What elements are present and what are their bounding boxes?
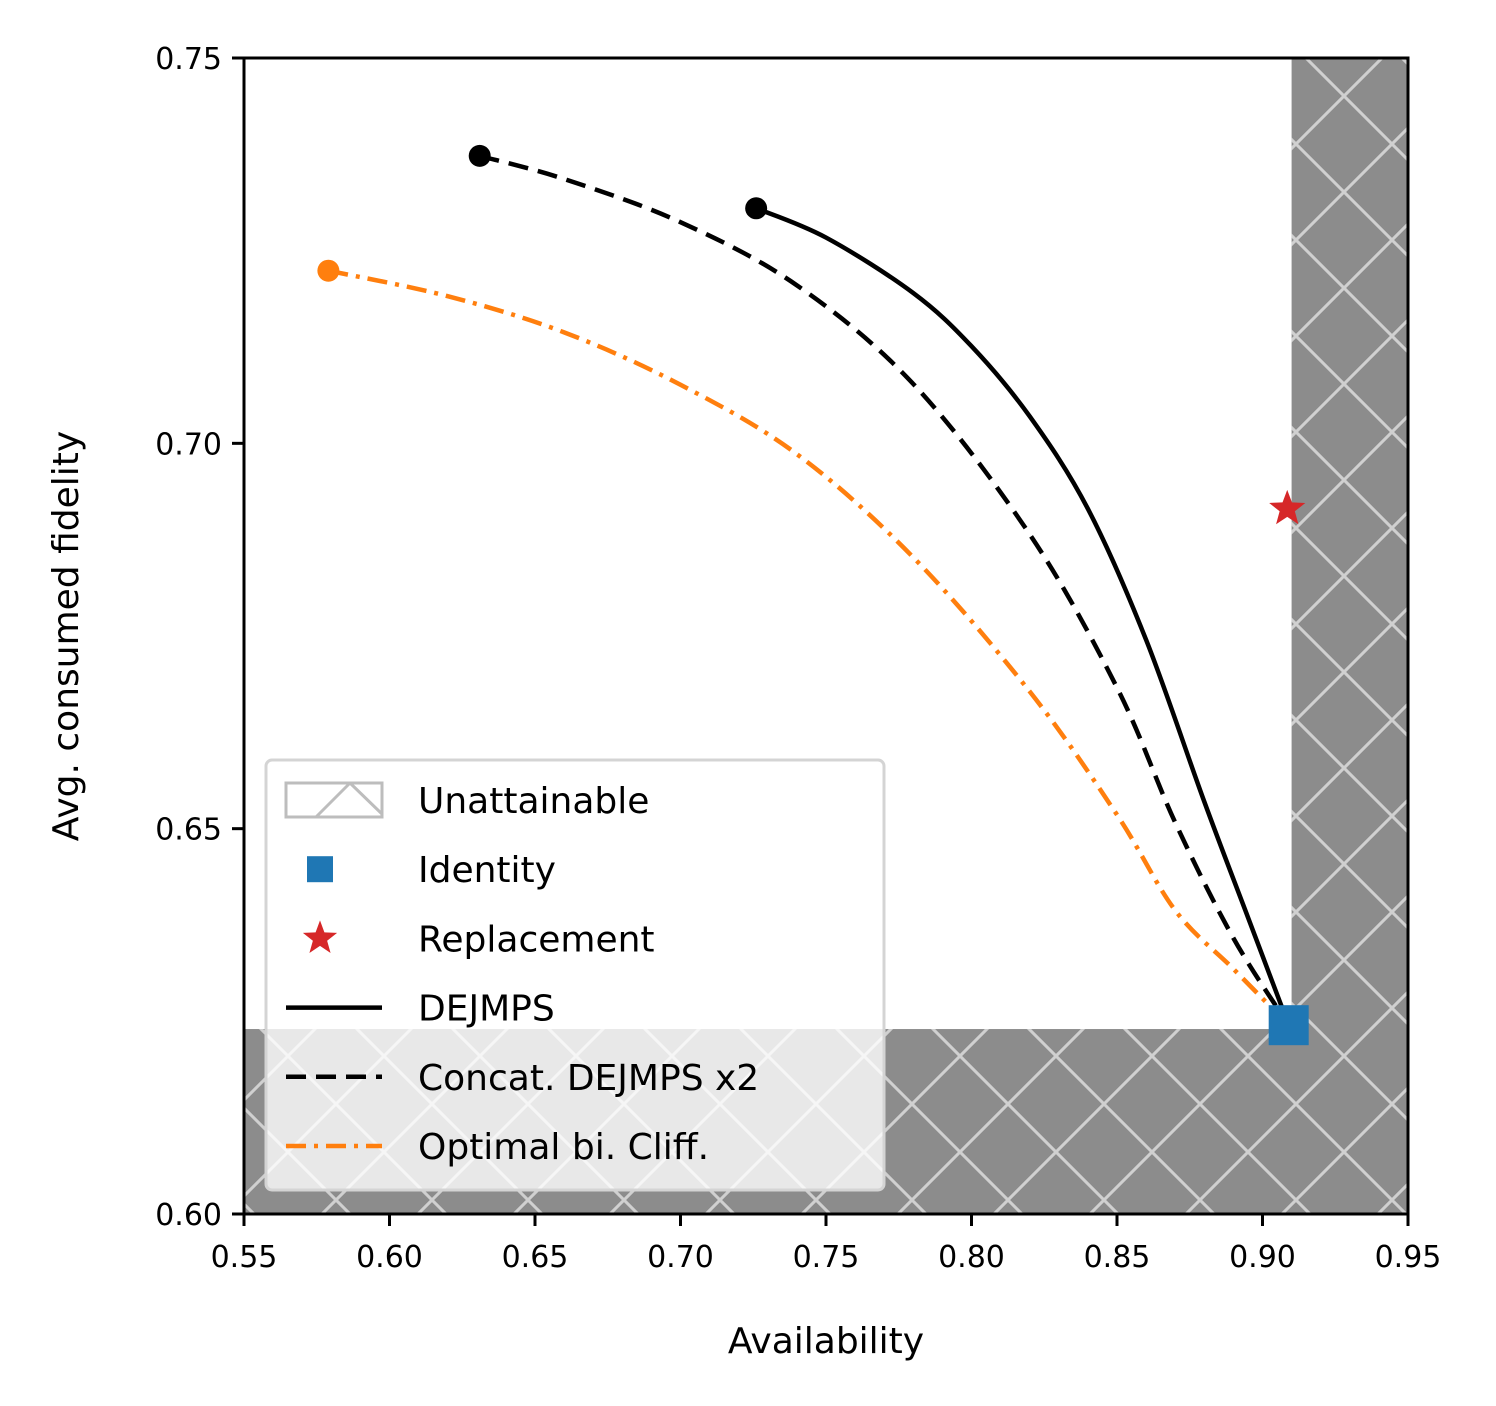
x-axis: 0.55 0.60 0.65 0.70 0.75 0.80 0.85 0.90 0.95 <box>211 1214 1442 1275</box>
series-start-point-1 <box>745 197 768 220</box>
legend: Unattainable Identity Replacement DEJMPS Con… <box>264 758 886 1192</box>
series-start-point-3 <box>317 259 340 282</box>
series-line-3 <box>327 268 1291 1027</box>
series-layer <box>327 153 1291 1027</box>
y-tick-label: 0.75 <box>155 42 222 77</box>
series-line-2 <box>479 153 1291 1027</box>
series-line-1 <box>755 206 1291 1026</box>
legend-hatch-lines <box>314 781 384 819</box>
legend-replacement-key <box>302 920 338 953</box>
x-tick-label: 0.80 <box>938 1240 1005 1275</box>
markers-layer <box>317 144 1309 1046</box>
x-tick-label: 0.55 <box>211 1240 278 1275</box>
series-start-point-2 <box>468 144 491 167</box>
legend-label: Replacement <box>418 919 655 960</box>
legend-label: Unattainable <box>418 781 649 822</box>
legend-identity-key <box>307 856 333 883</box>
y-tick-label: 0.70 <box>155 427 222 462</box>
x-axis-title: Availability <box>728 1321 924 1362</box>
legend-label: Identity <box>418 850 556 891</box>
legend-box <box>264 758 886 1192</box>
x-tick-label: 0.95 <box>1375 1240 1442 1275</box>
x-tick-label: 0.65 <box>502 1240 569 1275</box>
x-tick-label: 0.60 <box>356 1240 423 1275</box>
y-tick-label: 0.60 <box>155 1198 222 1233</box>
x-tick-label: 0.85 <box>1084 1240 1151 1275</box>
legend-label: Concat. DEJMPS x2 <box>418 1058 759 1099</box>
x-tick-label: 0.90 <box>1229 1240 1296 1275</box>
y-tick-label: 0.65 <box>155 813 222 848</box>
replacement-marker <box>1269 489 1306 525</box>
legend-label: Optimal bi. Cliff. <box>418 1127 709 1168</box>
identity-marker <box>1268 1005 1309 1046</box>
y-axis: 0.60 0.65 0.70 0.75 <box>155 42 244 1233</box>
y-axis-title: Avg. consumed fidelity <box>46 431 87 841</box>
unattainable-hatch-1 <box>1291 58 1408 1214</box>
x-tick-label: 0.70 <box>647 1240 714 1275</box>
legend-label: DEJMPS <box>418 989 555 1030</box>
x-tick-label: 0.75 <box>793 1240 860 1275</box>
